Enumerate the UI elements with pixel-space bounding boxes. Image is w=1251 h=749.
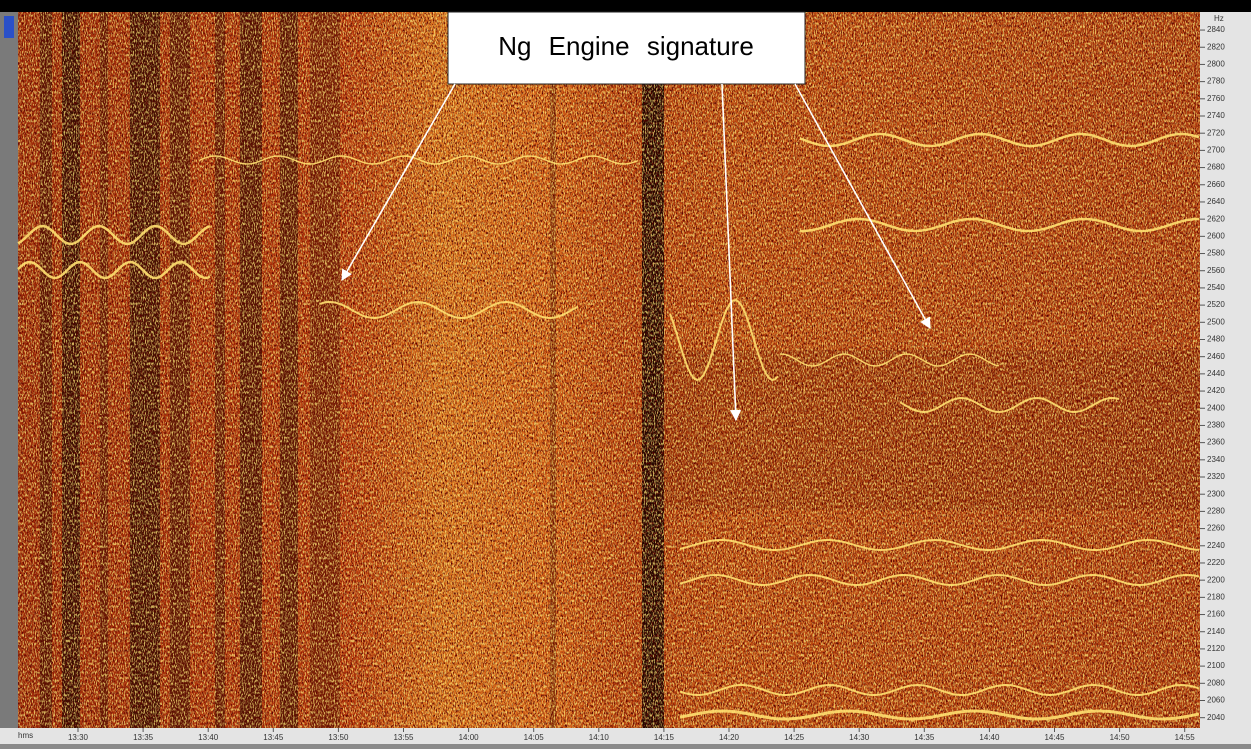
annotation-arrows bbox=[341, 83, 931, 422]
y-tick-label: 2660 bbox=[1207, 180, 1225, 189]
x-tick-label: 14:50 bbox=[1110, 733, 1131, 742]
y-tick-label: 2240 bbox=[1207, 541, 1225, 550]
x-tick-label: 13:35 bbox=[133, 733, 154, 742]
y-tick-label: 2440 bbox=[1207, 369, 1225, 378]
y-tick-label: 2460 bbox=[1207, 352, 1225, 361]
x-tick-label: 14:30 bbox=[849, 733, 870, 742]
trace bbox=[899, 396, 1120, 414]
window-icon[interactable] bbox=[4, 16, 14, 38]
y-tick-label: 2500 bbox=[1207, 317, 1225, 326]
y-tick-label: 2680 bbox=[1207, 163, 1225, 172]
trace bbox=[669, 299, 779, 382]
y-tick-label: 2420 bbox=[1207, 386, 1225, 395]
y-tick-label: 2740 bbox=[1207, 111, 1225, 120]
x-tick-label: 14:35 bbox=[914, 733, 935, 742]
x-tick-label: 14:05 bbox=[524, 733, 545, 742]
left-frame bbox=[0, 0, 18, 744]
y-tick-label: 2060 bbox=[1207, 696, 1225, 705]
x-tick-label: 13:30 bbox=[68, 733, 89, 742]
trace bbox=[679, 683, 1200, 697]
x-tick-label: 14:45 bbox=[1044, 733, 1065, 742]
arrow bbox=[794, 83, 931, 329]
x-tick-label: 14:15 bbox=[654, 733, 675, 742]
y-tick-label: 2140 bbox=[1207, 627, 1225, 636]
noise-bright bbox=[18, 12, 1200, 728]
y-tick-label: 2320 bbox=[1207, 472, 1225, 481]
x-tick-label: 13:45 bbox=[263, 733, 284, 742]
y-tick-label: 2260 bbox=[1207, 524, 1225, 533]
y-tick-label: 2300 bbox=[1207, 489, 1225, 498]
axes: 2040 2060 2080 2100 2120 2140 2160 2180 2200 2220… bbox=[68, 25, 1225, 742]
y-tick-label: 2160 bbox=[1207, 610, 1225, 619]
x-tick-label: 14:00 bbox=[459, 733, 480, 742]
y-tick-label: 2640 bbox=[1207, 197, 1225, 206]
signal-traces bbox=[17, 132, 1200, 721]
y-tick-label: 2840 bbox=[1207, 25, 1225, 34]
y-tick-label: 2760 bbox=[1207, 94, 1225, 103]
y-tick-label: 2120 bbox=[1207, 644, 1225, 653]
arrow bbox=[721, 83, 742, 422]
y-tick-label: 2540 bbox=[1207, 283, 1225, 292]
y-tick-label: 2360 bbox=[1207, 438, 1225, 447]
trace bbox=[17, 224, 211, 246]
trace bbox=[679, 573, 1200, 587]
y-tick-label: 2700 bbox=[1207, 145, 1225, 154]
plot-area bbox=[17, 12, 1200, 728]
x-tick-label: 13:40 bbox=[198, 733, 219, 742]
x-unit: hms bbox=[18, 731, 33, 740]
y-tick-label: 2180 bbox=[1207, 592, 1225, 601]
y-tick-label: 2820 bbox=[1207, 42, 1225, 51]
trace bbox=[319, 300, 579, 320]
y-tick-label: 2280 bbox=[1207, 507, 1225, 516]
trace bbox=[799, 132, 1200, 148]
y-tick-label: 2580 bbox=[1207, 249, 1225, 258]
y-tick-label: 2720 bbox=[1207, 128, 1225, 137]
x-tick-label: 14:55 bbox=[1175, 733, 1196, 742]
annotation-box bbox=[447, 11, 806, 85]
top-frame bbox=[0, 0, 1251, 12]
trace bbox=[199, 155, 639, 165]
y-tick-label: 2400 bbox=[1207, 403, 1225, 412]
x-tick-label: 13:50 bbox=[328, 733, 349, 742]
y-axis-panel bbox=[1200, 12, 1251, 728]
x-tick-label: 14:40 bbox=[979, 733, 1000, 742]
y-tick-label: 2520 bbox=[1207, 300, 1225, 309]
arrow bbox=[341, 83, 456, 281]
y-unit: Hz bbox=[1214, 14, 1224, 23]
y-tick-label: 2560 bbox=[1207, 266, 1225, 275]
x-tick-label: 13:55 bbox=[393, 733, 414, 742]
y-tick-label: 2800 bbox=[1207, 60, 1225, 69]
trace bbox=[679, 538, 1200, 552]
x-tick-label: 14:25 bbox=[784, 733, 805, 742]
y-tick-label: 2040 bbox=[1207, 713, 1225, 722]
trace bbox=[800, 217, 1199, 233]
trace bbox=[779, 353, 1000, 367]
x-tick-label: 14:20 bbox=[719, 733, 740, 742]
trace bbox=[679, 709, 1200, 721]
y-tick-label: 2200 bbox=[1207, 575, 1225, 584]
x-tick-label: 14:10 bbox=[589, 733, 610, 742]
trace bbox=[17, 260, 211, 280]
y-tick-label: 2080 bbox=[1207, 678, 1225, 687]
y-tick-label: 2380 bbox=[1207, 421, 1225, 430]
y-tick-label: 2340 bbox=[1207, 455, 1225, 464]
y-tick-label: 2480 bbox=[1207, 335, 1225, 344]
y-tick-label: 2780 bbox=[1207, 77, 1225, 86]
y-tick-label: 2600 bbox=[1207, 231, 1225, 240]
x-axis-panel bbox=[0, 728, 1251, 744]
y-tick-label: 2620 bbox=[1207, 214, 1225, 223]
y-tick-label: 2100 bbox=[1207, 661, 1225, 670]
y-tick-label: 2220 bbox=[1207, 558, 1225, 567]
annotation-text: Ng Engine signature bbox=[498, 31, 754, 61]
